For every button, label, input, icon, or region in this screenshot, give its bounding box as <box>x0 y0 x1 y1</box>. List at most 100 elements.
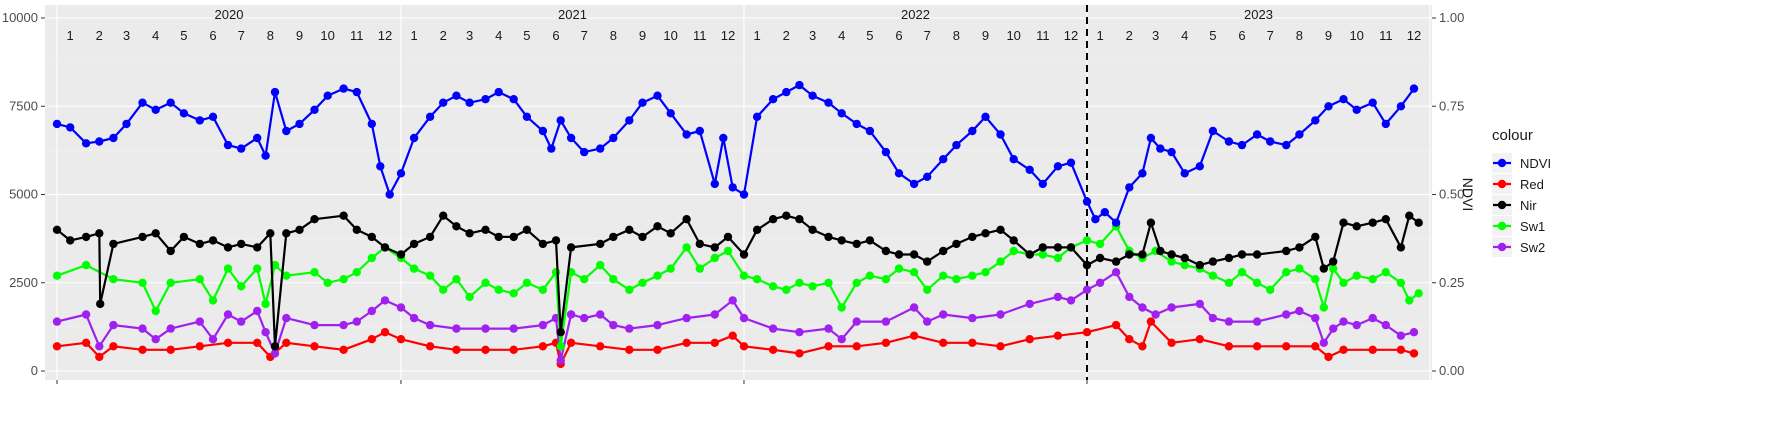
data-point-ndvi <box>1066 158 1076 167</box>
data-point-sw2 <box>996 310 1005 319</box>
data-point-nir <box>151 229 160 238</box>
data-point-red <box>852 342 861 351</box>
data-point-sw2 <box>1224 317 1234 326</box>
month-label-2020-12: 12 <box>378 28 392 43</box>
data-point-sw1 <box>1414 289 1423 298</box>
data-point-sw2 <box>1053 292 1063 302</box>
data-point-nir <box>1125 250 1134 259</box>
data-point-sw1 <box>253 264 262 273</box>
data-point-ndvi <box>522 112 532 122</box>
data-point-ndvi <box>547 144 556 153</box>
data-point-sw2 <box>852 317 861 326</box>
data-point-red <box>52 342 62 351</box>
data-point-ndvi <box>1180 169 1189 178</box>
data-point-red <box>1053 331 1063 340</box>
data-point-sw1 <box>782 285 791 294</box>
data-point-red <box>824 342 833 351</box>
data-point-ndvi <box>109 133 118 143</box>
month-label-2023-7: 7 <box>1267 28 1274 43</box>
data-point-sw2 <box>1167 303 1176 312</box>
data-point-ndvi <box>282 126 291 136</box>
data-point-red <box>1339 345 1348 354</box>
data-point-nir <box>909 250 919 259</box>
month-label-2021-7: 7 <box>581 28 588 43</box>
data-point-sw2 <box>824 324 833 333</box>
data-point-nir <box>1352 222 1361 231</box>
data-point-sw2 <box>580 313 589 323</box>
data-point-sw2 <box>1095 278 1105 287</box>
data-point-nir <box>1156 246 1165 256</box>
legend-label-nir: Nir <box>1520 198 1537 213</box>
data-point-red <box>1125 335 1134 344</box>
data-point-sw1 <box>666 264 675 273</box>
data-point-nir <box>96 299 105 309</box>
month-label-2020-1: 1 <box>67 28 74 43</box>
data-point-ndvi <box>1208 126 1218 136</box>
month-label-2020-3: 3 <box>123 28 130 43</box>
data-point-sw1 <box>439 285 448 294</box>
data-point-ndvi <box>1100 208 1110 217</box>
data-point-red <box>509 345 518 354</box>
data-point-nir <box>723 232 733 242</box>
data-point-sw1 <box>425 271 435 280</box>
data-point-nir <box>782 211 791 220</box>
data-point-sw1 <box>625 285 634 294</box>
month-label-2023-10: 10 <box>1349 28 1363 43</box>
data-point-nir <box>739 250 749 259</box>
data-point-sw1 <box>310 268 319 277</box>
y-right-axis-title: NDVI <box>1460 178 1476 211</box>
data-point-ndvi <box>323 91 332 100</box>
data-point-ndvi <box>638 98 647 107</box>
data-point-nir <box>1414 218 1423 227</box>
data-point-nir <box>295 225 304 234</box>
data-point-sw2 <box>481 324 490 333</box>
data-point-red <box>81 338 91 347</box>
data-point-sw2 <box>425 320 435 330</box>
data-point-nir <box>1208 257 1218 266</box>
data-point-sw2 <box>1381 320 1391 330</box>
data-point-ndvi <box>95 137 104 146</box>
data-point-nir <box>494 232 503 242</box>
data-point-nir <box>566 243 576 252</box>
data-point-sw1 <box>996 257 1005 266</box>
data-point-ndvi <box>452 91 461 100</box>
data-point-sw2 <box>1396 331 1406 340</box>
data-point-ndvi <box>728 183 737 192</box>
data-point-sw2 <box>625 324 634 333</box>
data-point-ndvi <box>425 112 435 122</box>
data-point-sw1 <box>465 292 474 302</box>
legend-label-sw2: Sw2 <box>1520 240 1545 255</box>
month-label-2023-4: 4 <box>1181 28 1188 43</box>
data-point-nir <box>95 229 104 238</box>
data-point-sw1 <box>522 278 532 287</box>
data-point-red <box>768 345 778 354</box>
data-point-red <box>653 345 662 354</box>
data-point-nir <box>195 239 204 249</box>
data-point-ndvi <box>808 91 817 100</box>
data-point-red <box>728 331 737 340</box>
data-point-red <box>710 338 719 347</box>
data-point-sw1 <box>1095 239 1105 249</box>
data-point-red <box>1396 345 1406 354</box>
data-point-nir <box>596 239 605 249</box>
data-point-red <box>481 345 490 354</box>
data-point-red <box>1195 335 1205 344</box>
data-point-ndvi <box>52 119 62 129</box>
data-point-ndvi <box>909 179 919 189</box>
data-point-ndvi <box>1167 147 1176 157</box>
data-point-ndvi <box>1324 102 1333 111</box>
data-point-sw1 <box>824 278 833 287</box>
month-label-2022-12: 12 <box>1064 28 1078 43</box>
data-point-sw1 <box>909 268 919 277</box>
data-point-sw2 <box>1368 313 1377 323</box>
month-label-2022-9: 9 <box>982 28 989 43</box>
data-point-sw1 <box>638 278 647 287</box>
data-point-ndvi <box>409 133 419 143</box>
data-point-sw2 <box>909 303 919 312</box>
data-point-nir <box>852 239 861 249</box>
data-point-nir <box>638 232 647 242</box>
data-point-ndvi <box>339 84 348 93</box>
data-point-sw2 <box>609 320 618 330</box>
data-point-ndvi <box>682 130 691 139</box>
data-point-sw1 <box>208 296 218 305</box>
